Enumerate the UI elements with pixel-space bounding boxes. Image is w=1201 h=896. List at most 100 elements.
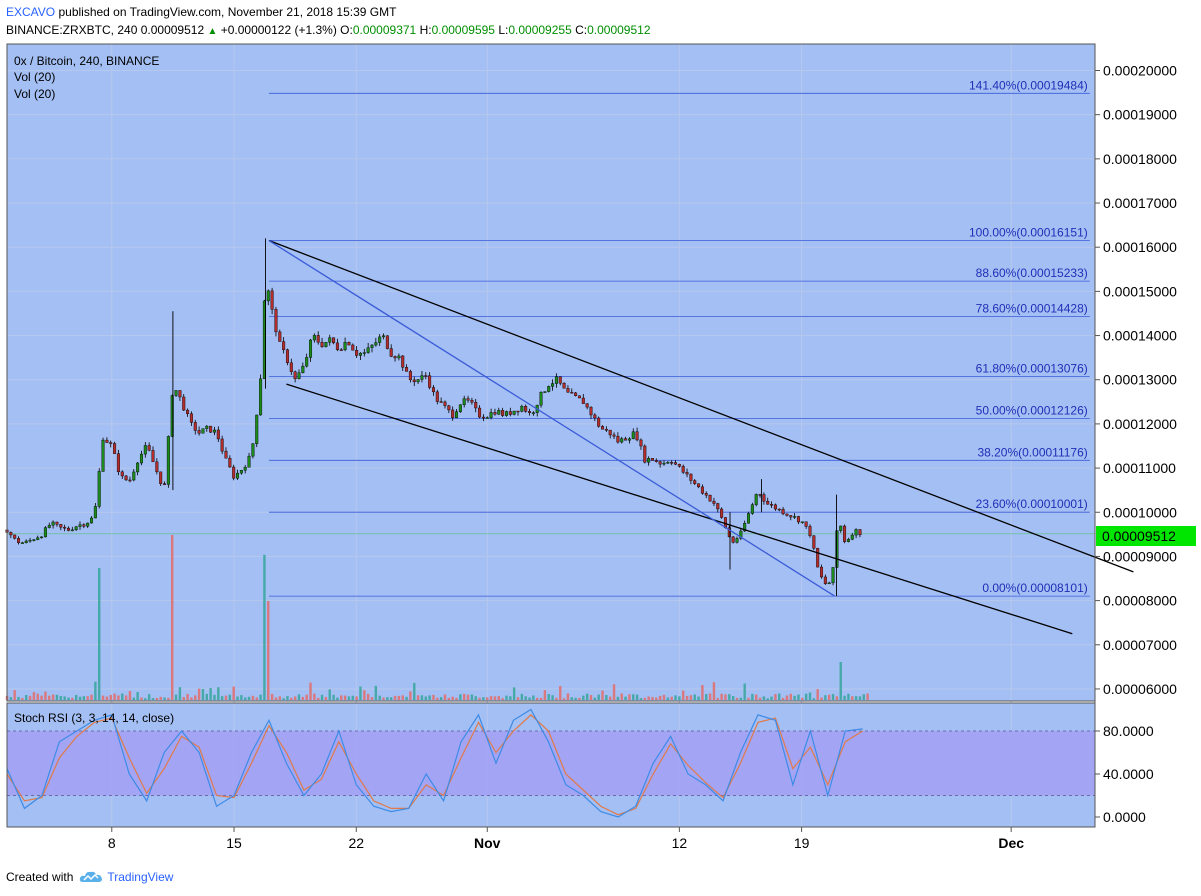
stoch-rsi-band	[7, 731, 1095, 796]
candle-down	[63, 526, 67, 529]
candle-up	[51, 521, 55, 526]
low-label: L:	[498, 23, 509, 37]
fib-level-label: 78.60%(0.00014428)	[976, 302, 1088, 316]
candle-up	[827, 582, 831, 585]
candle-up	[36, 537, 40, 540]
candle-up	[170, 395, 174, 437]
main-pane[interactable]	[7, 44, 1095, 701]
candle-down	[700, 486, 704, 494]
candle-down	[182, 396, 186, 411]
candle-up	[747, 513, 751, 524]
candle-up	[86, 522, 90, 527]
candle-down	[624, 438, 628, 441]
candle-down	[816, 547, 820, 568]
volume-bar	[466, 694, 470, 700]
volume-bar	[128, 690, 132, 700]
candle-down	[677, 463, 681, 467]
candle-down	[581, 397, 585, 404]
candle-down	[720, 508, 724, 518]
candle-down	[697, 483, 701, 488]
candle-down	[285, 349, 289, 364]
candle-down	[220, 438, 224, 452]
volume-bar	[28, 695, 32, 700]
candle-down	[781, 509, 785, 515]
volume-bar	[163, 697, 166, 700]
candle-up	[620, 438, 624, 443]
volume-bar	[98, 568, 101, 700]
price-axis[interactable]	[1095, 44, 1201, 827]
volume-bar	[847, 693, 850, 700]
high-label: H:	[419, 23, 432, 37]
volume-bar	[474, 696, 477, 700]
candle-down	[439, 401, 443, 403]
candle-down	[716, 503, 720, 510]
candle-down	[393, 356, 397, 359]
volume-bar	[685, 695, 689, 700]
candle-down	[670, 462, 674, 464]
volume-bar	[739, 697, 743, 700]
volume-bar	[547, 693, 550, 700]
publisher-line: EXCAVO published on TradingView.com, Nov…	[6, 3, 651, 21]
volume-bar	[559, 686, 562, 700]
volume-bar	[217, 687, 220, 700]
volume-bar	[758, 697, 762, 700]
candle-up	[312, 335, 316, 341]
candle-up	[328, 337, 332, 343]
grid-lines	[7, 44, 1095, 827]
candle-up	[93, 506, 97, 519]
volume-bar	[267, 601, 270, 700]
volume-bar	[808, 692, 812, 700]
volume-bar	[635, 694, 639, 700]
volume-bar	[666, 697, 670, 700]
volume-bar	[705, 694, 708, 700]
volume-bar	[532, 695, 535, 700]
volume-bar	[240, 695, 243, 700]
candle-down	[574, 392, 578, 396]
tradingview-link[interactable]: TradingView	[79, 870, 173, 884]
candle-up	[239, 470, 243, 474]
candle-down	[658, 461, 662, 465]
volume-bar	[785, 695, 789, 700]
volume-bar	[374, 685, 378, 700]
candle-up	[520, 406, 524, 412]
candle-up	[539, 391, 543, 406]
candle-down	[585, 403, 589, 408]
volume-bar	[463, 693, 466, 700]
candle-up	[43, 527, 47, 538]
candle-down	[55, 521, 59, 525]
volume-bar	[778, 693, 781, 700]
high-value: 0.00009595	[431, 23, 495, 37]
candle-down	[189, 413, 193, 423]
candle-down	[428, 375, 432, 388]
candle-down	[332, 337, 336, 344]
fib-level-label: 0.00%(0.00008101)	[982, 581, 1087, 595]
volume-bar	[209, 688, 212, 700]
candle-down	[216, 429, 220, 440]
candle-up	[40, 536, 44, 539]
volume-bar	[317, 697, 320, 700]
candle-down	[808, 526, 812, 536]
candle-up	[305, 357, 309, 367]
chart-header: EXCAVO published on TradingView.com, Nov…	[6, 3, 651, 41]
y-tick-label: 0.00018000	[1103, 151, 1177, 167]
candle-down	[589, 406, 593, 416]
volume-bar	[570, 697, 573, 700]
volume-bar	[147, 694, 151, 700]
author-link[interactable]: EXCAVO	[6, 5, 56, 19]
volume-bar	[674, 695, 677, 700]
time-axis[interactable]	[7, 827, 1095, 859]
candle-down	[470, 399, 474, 403]
candle-down	[451, 409, 455, 418]
candle-down	[608, 429, 612, 436]
fib-level-label: 100.00%(0.00016151)	[969, 226, 1088, 240]
volume-bar	[124, 695, 128, 700]
fib-level-label: 141.40%(0.00019484)	[969, 78, 1088, 92]
candle-down	[762, 494, 766, 502]
volume-bar	[332, 694, 335, 700]
volume-bar	[270, 693, 274, 700]
candle-down	[731, 536, 735, 543]
candle-up	[846, 539, 850, 542]
rsi-tick-label: 80.0000	[1103, 723, 1154, 739]
volume-bar	[620, 693, 623, 700]
